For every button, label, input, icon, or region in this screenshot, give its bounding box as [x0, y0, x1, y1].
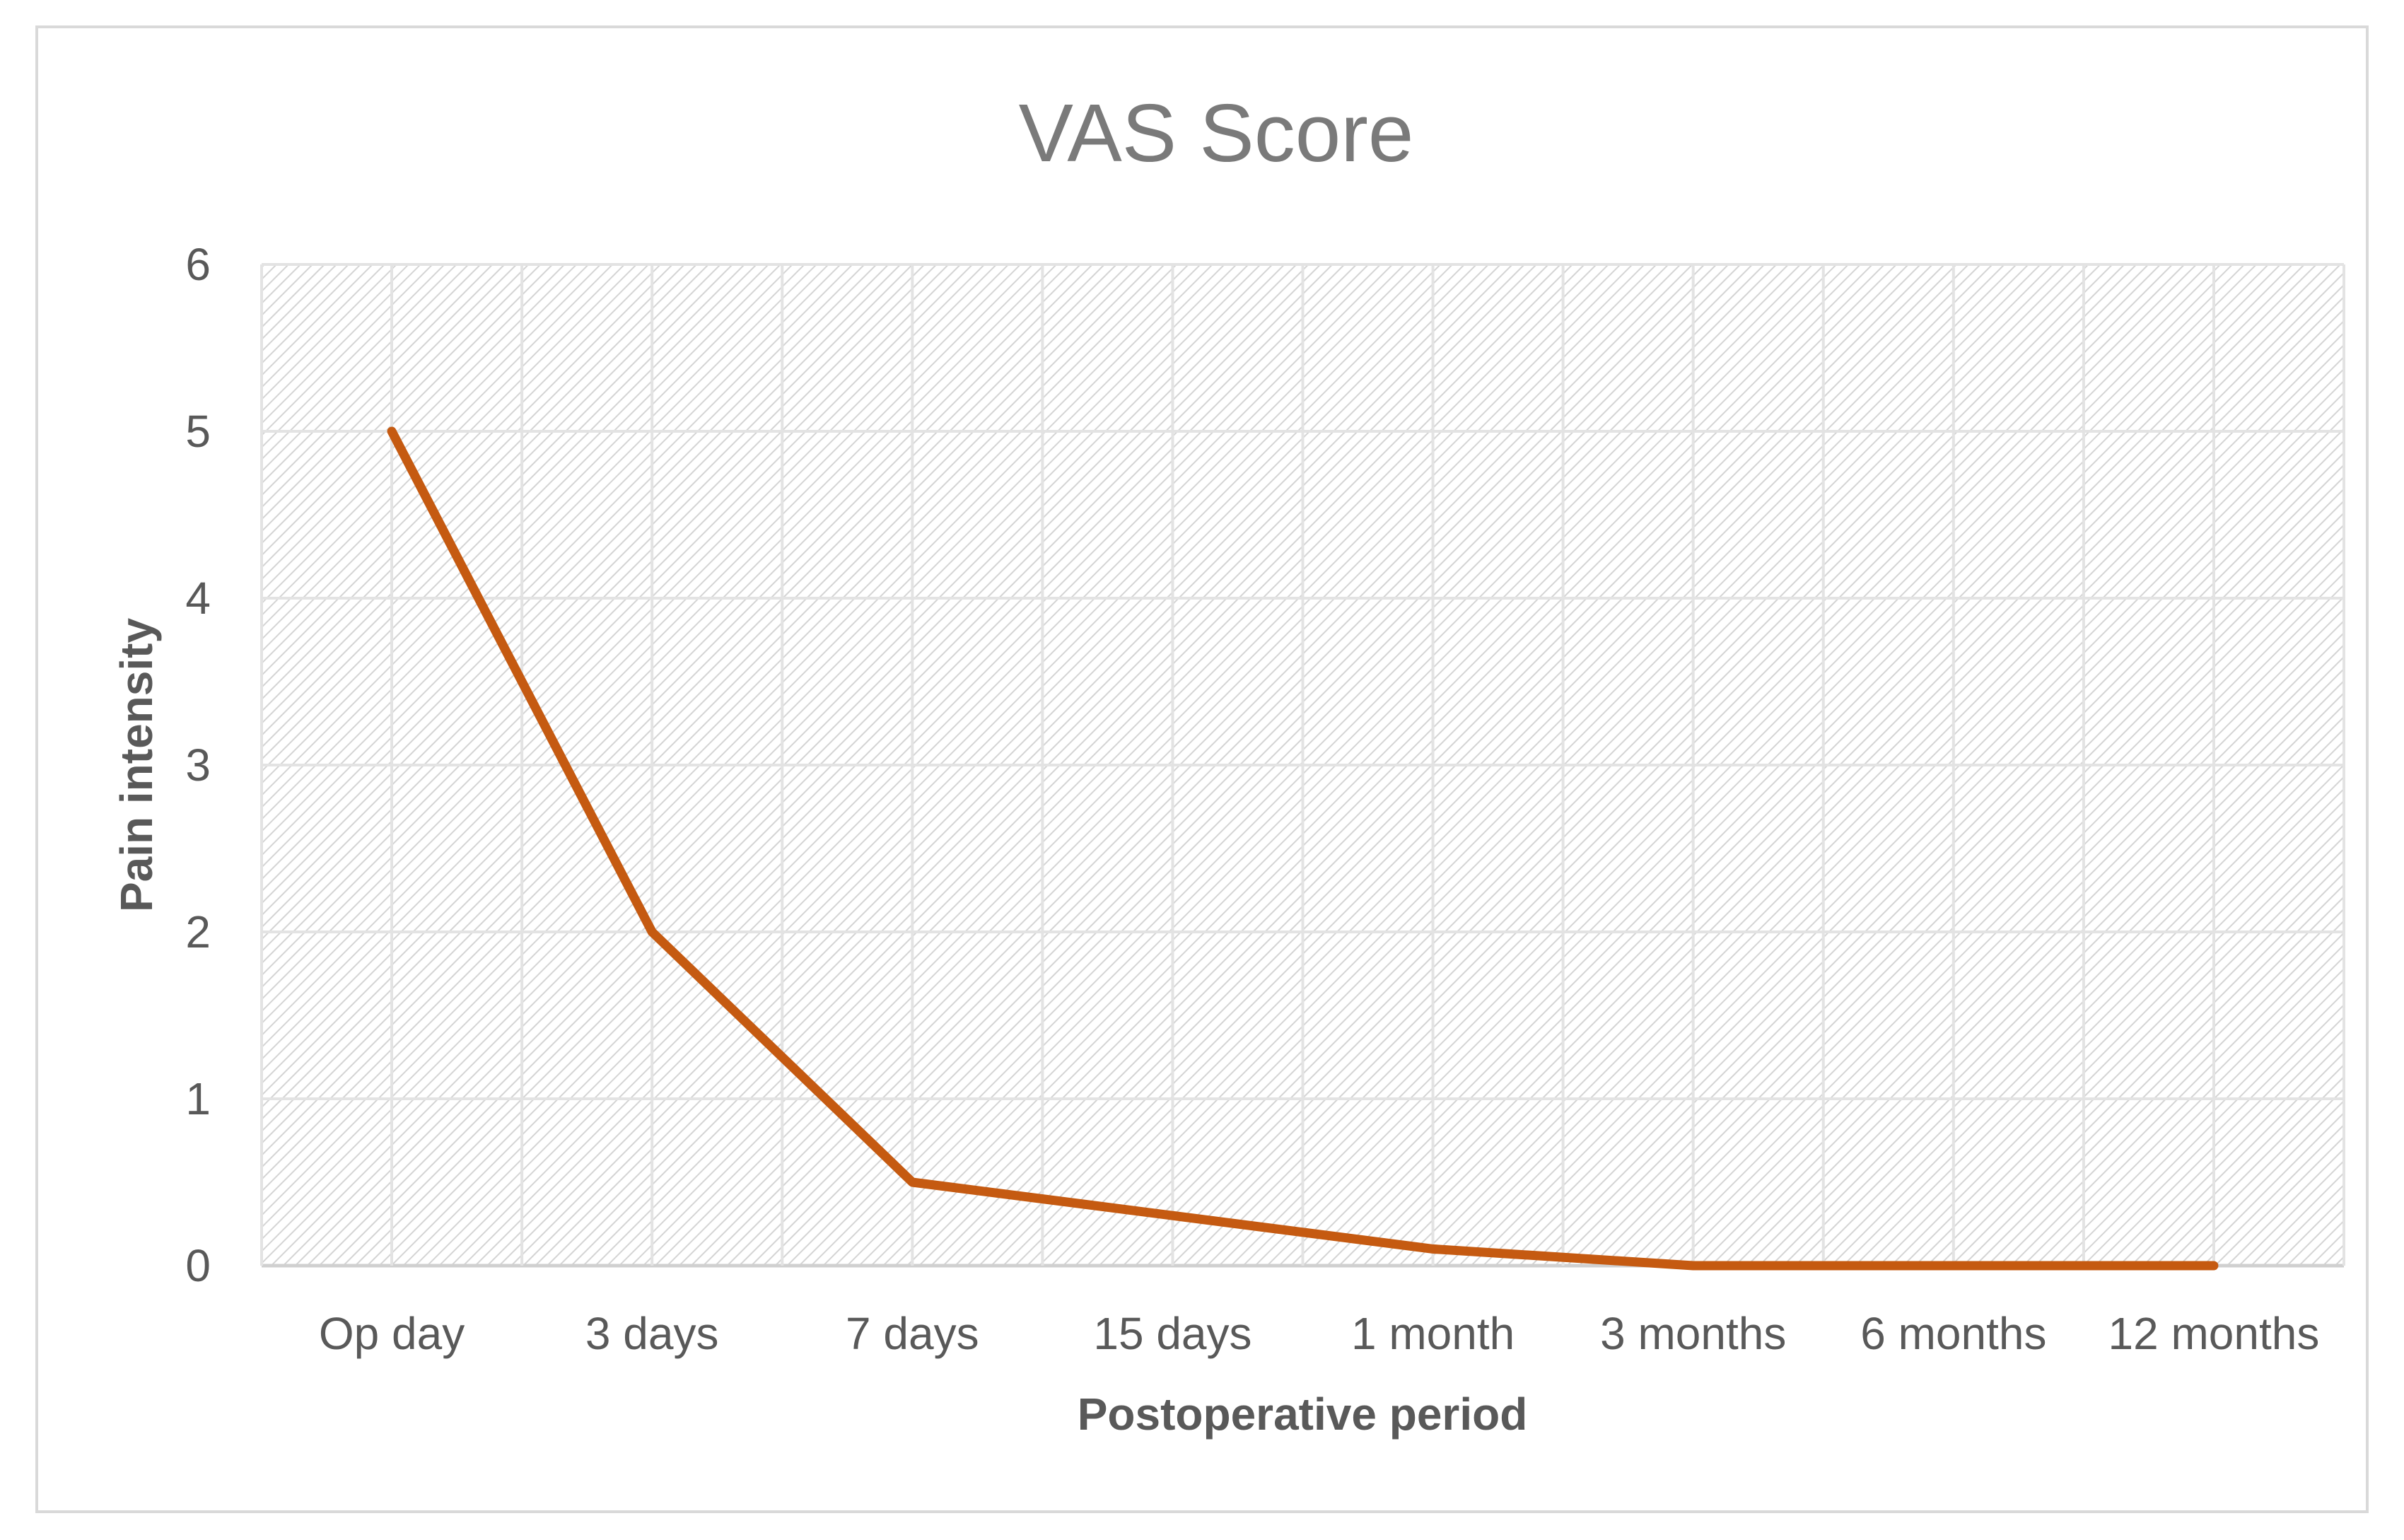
series-layer [387, 426, 2219, 1271]
x-tick-label: 6 months [1860, 1308, 2046, 1359]
chart-title: VAS Score [1019, 87, 1414, 179]
y-tick-label: 6 [185, 239, 211, 290]
x-tick-label: 12 months [2108, 1308, 2320, 1359]
y-axis-ticks: 0 1 2 3 4 5 6 [185, 239, 211, 1291]
y-tick-label: 0 [185, 1240, 211, 1291]
y-tick-label: 5 [185, 406, 211, 457]
y-axis-title: Pain intensity [111, 618, 162, 913]
series-line [387, 426, 2219, 1271]
x-axis-ticks: Op day 3 days 7 days 15 days 1 month 3 months… [319, 1308, 2319, 1359]
x-axis-title: Postoperative period [1078, 1389, 1528, 1440]
y-tick-label: 4 [185, 573, 211, 624]
y-tick-label: 3 [185, 740, 211, 791]
x-tick-label: 7 days [846, 1308, 979, 1359]
gridlines [260, 263, 2345, 1268]
y-tick-label: 2 [185, 906, 211, 957]
x-tick-label: 15 days [1093, 1308, 1251, 1359]
x-tick-label: 3 days [585, 1308, 719, 1359]
x-tick-label: 3 months [1600, 1308, 1786, 1359]
x-tick-label: Op day [319, 1308, 465, 1359]
y-tick-label: 1 [185, 1073, 211, 1124]
x-tick-label: 1 month [1351, 1308, 1515, 1359]
